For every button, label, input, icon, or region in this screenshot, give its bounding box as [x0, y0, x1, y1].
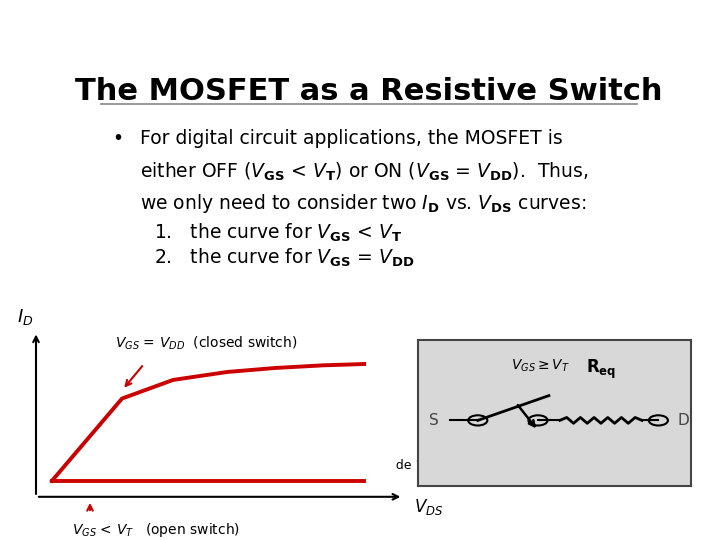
Text: S: S — [428, 413, 438, 428]
Text: For digital circuit applications, the MOSFET is: For digital circuit applications, the MO… — [140, 129, 563, 149]
Text: •: • — [112, 129, 123, 149]
Text: we only need to consider two $\mathbf{\it{I}}_{\mathbf{D}}$ vs. $\mathbf{\it{V}}: we only need to consider two $\mathbf{\i… — [140, 192, 586, 214]
Text: The MOSFET as a Resistive Switch: The MOSFET as a Resistive Switch — [76, 77, 662, 106]
Text: 1.   the curve for $\mathbf{\it{V}}_{\mathbf{GS}}$ < $\mathbf{\it{V}}_{\mathbf{T: 1. the curve for $\mathbf{\it{V}}_{\math… — [154, 221, 402, 244]
Text: EECS40, Fall 2004: EECS40, Fall 2004 — [101, 460, 214, 472]
Text: Prof. White: Prof. White — [569, 460, 637, 472]
Text: $V_{GS} \geq V_T$: $V_{GS} \geq V_T$ — [511, 357, 570, 374]
Text: 2.   the curve for $\mathbf{\it{V}}_{\mathbf{GS}}$ = $\mathbf{\it{V}}_{\mathbf{D: 2. the curve for $\mathbf{\it{V}}_{\math… — [154, 246, 415, 269]
Text: $\mathbf{R_{eq}}$: $\mathbf{R_{eq}}$ — [586, 358, 616, 381]
Text: D: D — [678, 413, 689, 428]
Text: Lecture 17, Slide 10: Lecture 17, Slide 10 — [306, 460, 432, 472]
Text: $\mathit{V_{DS}}$: $\mathit{V_{DS}}$ — [414, 496, 444, 517]
Text: $\mathbf{\it{V_{GS}}}$ = $\mathbf{\it{V_{DD}}}$  (closed switch): $\mathbf{\it{V_{GS}}}$ = $\mathbf{\it{V_… — [115, 334, 298, 352]
Text: $\mathit{I_D}$: $\mathit{I_D}$ — [17, 307, 33, 327]
Text: $\mathbf{\it{V_{GS}}}$ < $\mathbf{\it{V_{T}}}$   (open switch): $\mathbf{\it{V_{GS}}}$ < $\mathbf{\it{V_… — [72, 521, 240, 539]
Text: either OFF ($\mathbf{\it{V}}_{\mathbf{GS}}$ < $\mathbf{\it{V}}_{\mathbf{T}}$) or: either OFF ($\mathbf{\it{V}}_{\mathbf{GS… — [140, 160, 588, 183]
